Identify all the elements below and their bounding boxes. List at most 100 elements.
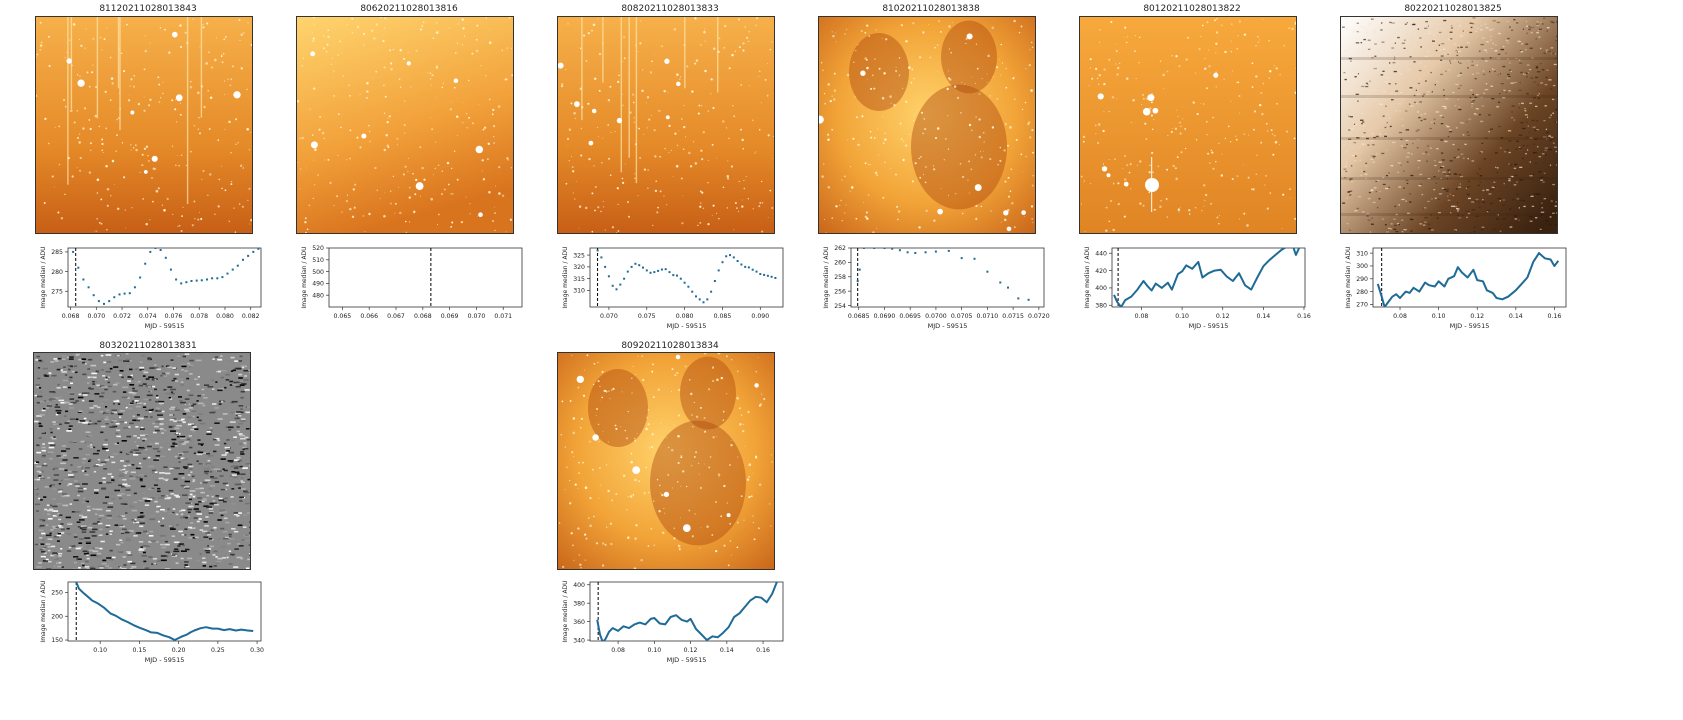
y-tick-label: 275 (51, 288, 63, 295)
ccd-image (1079, 16, 1297, 234)
data-point (118, 293, 121, 296)
data-point (206, 278, 208, 281)
time-series-plot: 0.068 0.070 0.072 0.074 0.076 0.078 0.080 0.082… (40, 246, 262, 330)
series-line (596, 582, 778, 641)
ccd-image-render (297, 17, 513, 233)
y-tick-label: 200 (51, 613, 63, 620)
x-tick-label: 0.10 (1432, 313, 1446, 320)
data-point (252, 250, 255, 253)
x-tick-label: 0.076 (165, 313, 183, 320)
y-axis-label: Image median / ADU (823, 246, 830, 308)
x-tick-label: 0.072 (113, 313, 131, 320)
x-tick-label: 0.0695 (899, 313, 921, 320)
y-axis-label: Image median / ADU (1345, 246, 1352, 308)
ccd-image (818, 16, 1036, 234)
x-tick-label: 0.082 (242, 313, 260, 320)
plot-frame (589, 247, 784, 308)
y-tick-label: 440 (1095, 250, 1107, 257)
data-point (999, 281, 1002, 284)
data-point (687, 285, 690, 288)
x-tick-label: 0.070 (87, 313, 105, 320)
x-tick-label: 0.069 (441, 313, 459, 320)
y-tick-label: 310 (573, 288, 585, 295)
time-series-plot: 0.08 0.10 0.12 0.14 0.16 380 400 420 440 MJD - 59… (1084, 246, 1311, 330)
x-axis-label: MJD - 59515 (667, 656, 707, 664)
x-axis-label: MJD - 59515 (1189, 322, 1229, 330)
data-point (740, 263, 743, 266)
y-axis-label: Image median / ADU (40, 246, 47, 308)
y-tick-label: 280 (51, 269, 63, 276)
data-point (898, 249, 901, 252)
ccd-image (557, 352, 775, 570)
plot-frame (589, 581, 784, 642)
data-point (774, 277, 777, 279)
data-point (947, 249, 950, 252)
data-point (133, 286, 136, 289)
x-tick-label: 0.12 (1470, 313, 1484, 320)
x-tick-label: 0.25 (211, 647, 225, 654)
y-tick-label: 360 (573, 619, 585, 626)
data-point (695, 295, 697, 298)
ccd-image (1340, 16, 1558, 234)
x-tick-label: 0.068 (414, 313, 432, 320)
data-point (891, 248, 894, 250)
data-point (986, 270, 989, 273)
time-series-plot: 0.08 0.10 0.12 0.14 0.16 340 360 380 400 MJD - 59… (562, 580, 784, 664)
data-point (649, 271, 652, 274)
data-point (657, 269, 660, 272)
panel-title: 81020211028013838 (882, 4, 980, 14)
time-series-plot: 0.08 0.10 0.12 0.14 0.16 270 280 290 300 310 MJD -… (1345, 246, 1567, 330)
x-tick-label: 0.090 (751, 313, 769, 320)
data-point (645, 269, 648, 272)
ccd-image (557, 16, 775, 234)
x-tick-label: 0.12 (684, 647, 698, 654)
data-point (672, 274, 675, 277)
time-series-plot: 0.0685 0.0690 0.0695 0.0700 0.0705 0.0710 0.07… (823, 245, 1050, 330)
ccd-image-render (558, 17, 774, 233)
y-tick-label: 490 (312, 281, 324, 288)
data-point (123, 292, 126, 295)
ccd-image (296, 16, 514, 234)
data-point (862, 248, 865, 249)
time-series-plot: 0.070 0.075 0.080 0.085 0.090 310 315 320 325 MJD… (562, 246, 784, 330)
ccd-image-render (1341, 17, 1557, 233)
y-tick-label: 510 (312, 257, 324, 264)
x-tick-label: 0.10 (93, 647, 107, 654)
data-point (195, 279, 198, 282)
plot-frame (1372, 247, 1567, 308)
y-axis-label: Image median / ADU (562, 580, 569, 642)
panel-8112: 81120211028013843 0.068 0.070 0.072 0.074 0.… (28, 4, 268, 334)
data-point (906, 251, 909, 254)
ccd-image-render (819, 17, 1035, 233)
data-point (623, 277, 626, 280)
x-axis-label: MJD - 59515 (928, 322, 968, 330)
ccd-image-render (36, 17, 252, 233)
data-point (702, 301, 705, 304)
x-tick-label: 0.0705 (951, 313, 973, 320)
plot-frame (67, 247, 262, 308)
data-point (247, 254, 250, 257)
data-point (87, 286, 90, 289)
data-point (683, 281, 686, 284)
x-tick-label: 0.070 (468, 313, 486, 320)
panel-title: 80320211028013831 (99, 341, 197, 351)
ccd-image-render (558, 353, 774, 569)
panel-title: 80620211028013816 (360, 4, 458, 14)
data-point (607, 275, 610, 278)
x-tick-label: 0.16 (1548, 313, 1562, 320)
data-point (858, 268, 861, 271)
panel-8062: 80620211028013816 0.065 0.066 0.067 0.068 0.… (289, 4, 529, 334)
x-tick-label: 0.085 (714, 313, 732, 320)
data-point (660, 268, 663, 271)
data-point (713, 280, 716, 282)
y-tick-label: 320 (573, 264, 585, 271)
ccd-image (33, 352, 251, 570)
data-point (169, 268, 172, 271)
data-point (873, 248, 876, 249)
y-tick-label: 300 (1356, 263, 1368, 270)
y-tick-label: 500 (312, 269, 324, 276)
data-point (924, 251, 927, 254)
data-point (604, 265, 607, 268)
data-point (236, 264, 239, 267)
ccd-image (35, 16, 253, 234)
